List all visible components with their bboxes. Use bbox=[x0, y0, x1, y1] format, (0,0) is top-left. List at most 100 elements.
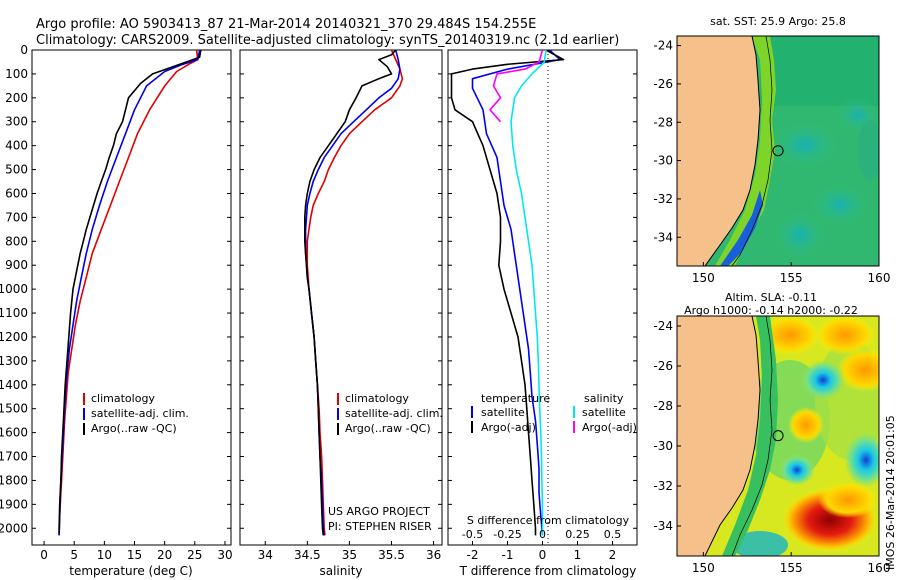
lat-tick-label: -32 bbox=[653, 479, 673, 493]
s-tick-label: 0.5 bbox=[604, 528, 622, 541]
difference-lines bbox=[450, 50, 565, 536]
sla-map-title-line2: Argo h1000: -0.14 h2000: -0.22 bbox=[684, 304, 858, 317]
depth-tick-label: 1500 bbox=[0, 402, 28, 416]
x-tick-label: -1 bbox=[502, 548, 514, 562]
sst-land bbox=[677, 36, 760, 266]
difference-depth-ticks bbox=[448, 49, 637, 529]
lat-tick-label: -30 bbox=[653, 154, 673, 168]
x-tick-label: 0 bbox=[539, 548, 547, 562]
x-tick-label: 36 bbox=[426, 548, 441, 562]
depth-tick-label: 0 bbox=[20, 43, 28, 57]
t-difference-axis-label: T difference from climatology bbox=[459, 564, 637, 578]
salinity-axis-label: salinity bbox=[319, 564, 362, 578]
lon-tick-label: 160 bbox=[868, 561, 891, 575]
imos-timestamp: IMOS 26-Mar-2014 20:01:05 bbox=[884, 415, 897, 570]
x-tick-label: 20 bbox=[157, 548, 172, 562]
legend-label-argo: Argo(..raw -QC) bbox=[345, 422, 431, 435]
depth-tick-label: 1100 bbox=[0, 306, 28, 320]
lon-tick-label: 160 bbox=[868, 271, 891, 285]
legend-heading-temperature: temperature bbox=[481, 392, 550, 405]
depth-tick-label: 100 bbox=[5, 67, 28, 81]
lon-tick-label: 155 bbox=[780, 561, 803, 575]
depth-tick-label: 2000 bbox=[0, 521, 28, 535]
depth-tick-label: 1800 bbox=[0, 473, 28, 487]
legend-label-s-satellite: satellite bbox=[582, 406, 626, 419]
depth-axis: 0 100 200 300 400 500 600 700 800 900 1000 1100 1200… bbox=[0, 43, 231, 535]
legend-label-climatology: climatology bbox=[345, 392, 409, 405]
lat-tick-label: -24 bbox=[653, 39, 673, 53]
depth-tick-label: 1300 bbox=[0, 354, 28, 368]
depth-tick-label: 1600 bbox=[0, 426, 28, 440]
salinity-x-axis: 34 34.5 35 35.5 36 bbox=[258, 541, 441, 562]
x-tick-label: 35.5 bbox=[378, 548, 405, 562]
depth-tick-label: 600 bbox=[5, 186, 28, 200]
legend-label-s-argo: Argo(-adj) bbox=[582, 421, 637, 434]
sla-map-panel: Altim. SLA: -0.11 Argo h1000: -0.14 h200… bbox=[653, 291, 890, 575]
depth-tick-label: 700 bbox=[5, 210, 28, 224]
depth-tick-label: 400 bbox=[5, 139, 28, 153]
salinity-lines bbox=[303, 50, 404, 536]
depth-tick-label: 200 bbox=[5, 91, 28, 105]
depth-tick-label: 300 bbox=[5, 115, 28, 129]
argo-position-marker bbox=[772, 145, 784, 157]
depth-tick-label: 800 bbox=[5, 234, 28, 248]
sla-map-title-line1: Altim. SLA: -0.11 bbox=[725, 291, 817, 304]
sst-map-image bbox=[677, 36, 879, 266]
temperature-lines bbox=[58, 50, 202, 536]
sst-coastal-cool-band bbox=[720, 190, 763, 266]
temperature-panel: 0100200300400500600700800900100011001200… bbox=[0, 43, 233, 578]
depth-tick-label: 1700 bbox=[0, 450, 28, 464]
series-line-temperature-satellite bbox=[471, 50, 561, 536]
sla-map-axes: 150 155 160 -24 -26 -28 -30 -32 -34 bbox=[653, 319, 890, 575]
series-line-salinity-argo-adj- bbox=[489, 50, 544, 123]
sla-argo-marker bbox=[772, 430, 784, 442]
legend-label-climatology: climatology bbox=[91, 392, 155, 405]
sla-coastline bbox=[704, 316, 761, 556]
credit-line2: PI: STEPHEN RISER bbox=[328, 520, 432, 533]
lon-tick-label: 150 bbox=[692, 271, 715, 285]
depth-tick-label: 500 bbox=[5, 163, 28, 177]
legend-heading-salinity: salinity bbox=[584, 392, 624, 405]
x-tick-label: 1 bbox=[574, 548, 582, 562]
temperature-legend: climatology satellite-adj. clim. Argo(..… bbox=[83, 392, 189, 435]
lon-tick-label: 155 bbox=[780, 271, 803, 285]
s-difference-tick-labels: -0.5 -0.25 0 0.25 0.5 bbox=[462, 528, 621, 541]
depth-tick-label: 1200 bbox=[0, 330, 28, 344]
s-tick-label: -0.5 bbox=[462, 528, 483, 541]
x-tick-label: 2 bbox=[609, 548, 617, 562]
series-line-climatology bbox=[306, 50, 404, 536]
lat-tick-label: -34 bbox=[653, 519, 673, 533]
lat-tick-label: -28 bbox=[653, 399, 673, 413]
t-difference-x-axis: -2 -1 0 1 2 bbox=[467, 541, 617, 562]
lat-tick-label: -24 bbox=[653, 319, 673, 333]
salinity-axes-frame bbox=[239, 49, 443, 546]
series-line-argo-raw-qc- bbox=[58, 50, 202, 533]
depth-tick-label: 1400 bbox=[0, 378, 28, 392]
depth-tick-label: 1000 bbox=[0, 282, 28, 296]
salinity-panel: 34 34.5 35 35.5 36 salinity climatology sate… bbox=[239, 49, 443, 578]
sst-isobath bbox=[731, 36, 773, 266]
sla-map-image bbox=[677, 316, 879, 556]
credit-line1: US ARGO PROJECT bbox=[328, 505, 430, 518]
series-line-argo-raw-qc- bbox=[303, 50, 397, 536]
difference-panel: -2 -1 0 1 2 T difference from climatology S … bbox=[447, 49, 638, 578]
x-tick-label: 25 bbox=[187, 548, 202, 562]
x-tick-label: -2 bbox=[467, 548, 479, 562]
legend-label-satellite-adj: satellite-adj. clim. bbox=[345, 407, 443, 420]
series-line-temperature-argo-adj- bbox=[450, 50, 565, 536]
x-tick-label: 34.5 bbox=[294, 548, 321, 562]
salinity-depth-ticks bbox=[240, 49, 442, 529]
sla-isobath bbox=[731, 316, 773, 556]
temperature-axes-frame bbox=[31, 49, 232, 546]
legend-label-t-satellite: satellite bbox=[481, 406, 525, 419]
figure-title-line2: Climatology: CARS2009. Satellite-adjuste… bbox=[36, 33, 619, 48]
x-tick-label: 0 bbox=[40, 548, 48, 562]
legend-label-satellite-adj: satellite-adj. clim. bbox=[91, 407, 189, 420]
series-line-salinity-satellite bbox=[510, 50, 547, 536]
x-tick-label: 15 bbox=[127, 548, 142, 562]
sst-map-title: sat. SST: 25.9 Argo: 25.8 bbox=[710, 15, 846, 28]
s-tick-label: -0.25 bbox=[493, 528, 521, 541]
sst-map-panel: sat. SST: 25.9 Argo: 25.8 150 155 160 -24 -2… bbox=[653, 15, 890, 285]
lat-tick-label: -26 bbox=[653, 77, 673, 91]
